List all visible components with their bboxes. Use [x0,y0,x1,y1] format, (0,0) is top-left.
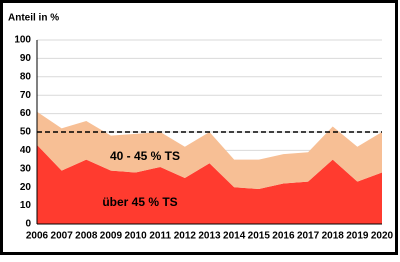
series-label: über 45 % TS [102,195,177,209]
x-tick-label: 2011 [149,231,171,242]
x-tick-label: 2008 [75,231,98,242]
series-label: 40 - 45 % TS [110,149,180,163]
y-tick-label: 50 [20,127,32,138]
x-tick-label: 2016 [272,231,295,242]
area [37,111,382,190]
x-tick-label: 2013 [198,231,221,242]
y-tick-label: 60 [20,108,32,119]
x-tick-label: 2014 [223,231,246,242]
x-tick-label: 2012 [174,231,197,242]
y-tick-label: 30 [20,163,32,174]
y-tick-label: 10 [20,200,32,211]
y-tick-label: 80 [20,71,32,82]
x-tick-label: 2010 [124,231,147,242]
y-tick-label: 70 [20,90,32,101]
y-tick-label: 0 [25,219,31,230]
y-tick-label: 90 [20,53,32,64]
area [37,144,382,224]
y-axis-title: Anteil in % [8,13,59,24]
x-tick-label: 2019 [346,231,369,242]
y-tick-label: 100 [14,35,31,46]
x-tick-label: 2006 [26,231,49,242]
x-tick-label: 2018 [322,231,345,242]
x-tick-label: 2015 [248,231,271,242]
x-tick-label: 2017 [297,231,320,242]
y-tick-label: 20 [20,182,32,193]
x-tick-label: 2009 [100,231,123,242]
y-tick-label: 40 [20,145,32,156]
x-tick-label: 2020 [371,231,394,242]
x-tick-label: 2007 [51,231,74,242]
